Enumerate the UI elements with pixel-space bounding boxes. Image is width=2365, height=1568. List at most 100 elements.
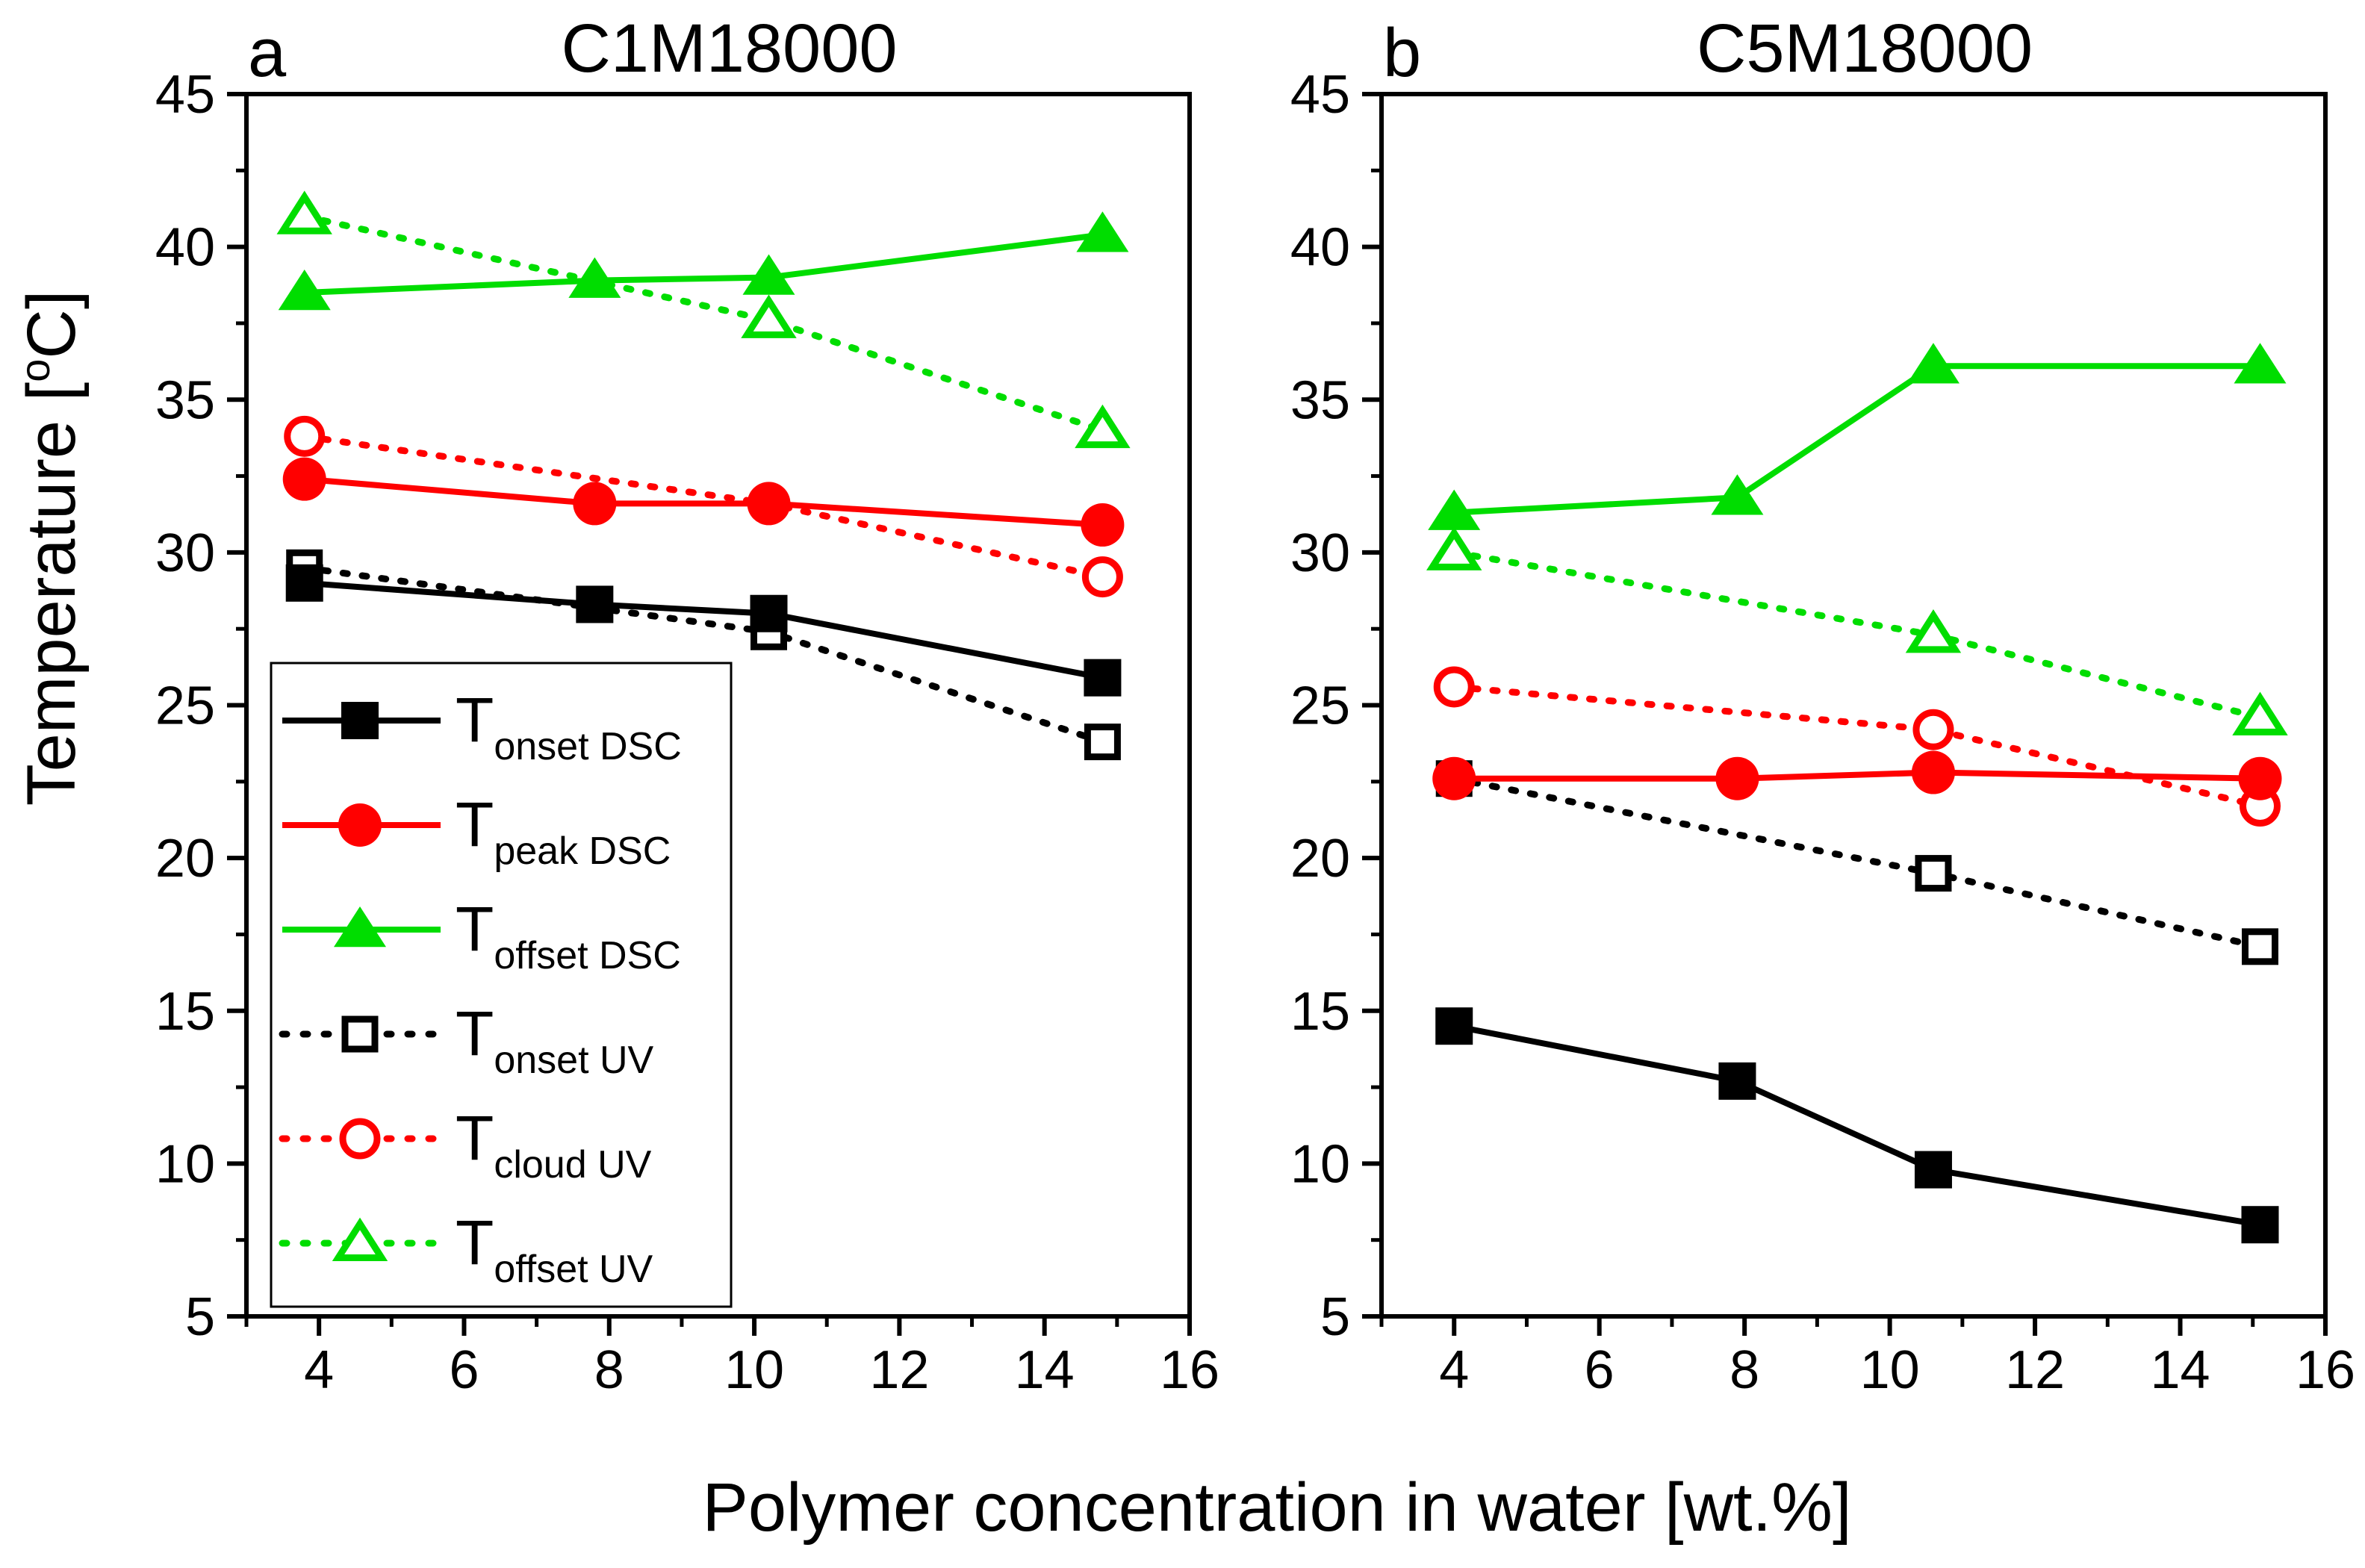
y-axis-label-degree: o [11, 359, 58, 382]
y-tick-label: 5 [1320, 1287, 1350, 1347]
x-tick-label: 14 [1015, 1340, 1075, 1400]
data-point-t-offset-uv [276, 190, 332, 234]
data-point-t-onset-dsc [285, 564, 323, 602]
x-tick-label: 16 [1160, 1340, 1219, 1400]
data-point-t-onset-dsc [576, 585, 614, 623]
data-point-t-cloud-uv [1912, 709, 1954, 750]
legend-label: Tcloud UV [456, 1103, 652, 1186]
legend-label-main: T [456, 894, 494, 964]
y-tick-label: 45 [1290, 65, 1350, 125]
data-point-t-offset-dsc [2234, 343, 2287, 384]
series-line-t-offset-dsc [1454, 363, 2260, 516]
x-tick-label: 12 [869, 1340, 929, 1400]
data-point-t-offset-uv [1075, 404, 1131, 449]
y-tick-label: 10 [155, 1134, 215, 1194]
y-tick-label: 25 [155, 676, 215, 736]
x-tick-label: 10 [724, 1340, 784, 1400]
data-point-t-onset-dsc [1914, 1151, 1952, 1189]
data-point-t-peak-dsc [1911, 750, 1955, 794]
data-point-t-offset-dsc [1428, 489, 1481, 530]
data-point-t-peak-dsc [1081, 503, 1125, 547]
series-line-t-peak-dsc [304, 476, 1103, 529]
legend-marker [339, 1118, 381, 1160]
y-tick-label: 40 [1290, 218, 1350, 278]
legend-marker [341, 1015, 379, 1053]
data-point-t-peak-dsc [282, 457, 326, 501]
y-tick-label: 25 [1290, 676, 1350, 736]
data-point-t-offset-dsc [568, 257, 621, 298]
panel-b: C5M18000 b 5 10 15 20 25 30 35 40 45 4 6 8 10 12 14 16 [1290, 10, 2355, 1400]
panel-letter: b [1383, 15, 1421, 91]
x-tick-label: 8 [594, 1340, 624, 1400]
x-tick-label: 14 [2150, 1340, 2210, 1400]
legend-marker [341, 702, 379, 739]
legend-marker [332, 1217, 388, 1261]
legend-label-sub: cloud UV [494, 1143, 651, 1186]
y-tick-label: 10 [1290, 1134, 1350, 1194]
y-tick-label: 35 [1290, 370, 1350, 430]
data-point-t-offset-uv [741, 294, 797, 338]
legend-label: Toffset DSC [456, 894, 681, 977]
series-line-t-offset-uv [301, 213, 1106, 434]
series-line-t-peak-dsc [1454, 769, 2260, 782]
data-point-t-offset-uv [1426, 526, 1482, 570]
y-tick-label: 40 [155, 218, 215, 278]
x-axis-label: Polymer concentration in water [wt.%] [702, 1469, 1851, 1546]
data-point-t-onset-dsc [1718, 1062, 1756, 1100]
series-line-t-offset-dsc [304, 231, 1103, 296]
series-line-t-cloud-uv [1450, 683, 2263, 810]
legend-box [270, 662, 733, 1308]
y-tick-label: 30 [155, 523, 215, 583]
data-point-t-onset-dsc [1435, 1007, 1473, 1045]
x-tick-label: 16 [2296, 1340, 2355, 1400]
data-point-t-cloud-uv [1433, 666, 1475, 708]
legend-label-sub: offset DSC [494, 934, 680, 977]
x-tick-label: 10 [1860, 1340, 1920, 1400]
data-point-t-peak-dsc [747, 482, 791, 526]
data-point-t-onset-dsc [1084, 659, 1122, 697]
legend-label: Tonset UV [456, 998, 654, 1082]
legend-label-main: T [456, 1207, 494, 1278]
series-line-t-onset-uv [1450, 775, 2263, 951]
panel-a: C1M18000 a 5 10 15 20 25 30 35 40 45 4 6 8 10 12 14 16 Ton… [155, 10, 1219, 1400]
y-tick-label: 15 [1290, 982, 1350, 1042]
legend-label: Tpeak DSC [456, 789, 671, 873]
y-tick-label: 35 [155, 370, 215, 430]
data-point-t-peak-dsc [2238, 756, 2282, 800]
legend-marker [334, 906, 386, 948]
legend-label-main: T [456, 685, 494, 755]
y-tick-label: 45 [155, 65, 215, 125]
data-point-t-cloud-uv [1081, 556, 1123, 598]
legend-label-main: T [456, 1103, 494, 1173]
panel-letter: a [248, 15, 287, 91]
x-tick-label: 8 [1730, 1340, 1759, 1400]
series-line-t-offset-uv [1450, 549, 2263, 721]
y-axis-label-main: Temperature [ [13, 382, 90, 806]
data-point-t-offset-dsc [1906, 343, 1960, 384]
x-tick-label: 4 [304, 1340, 334, 1400]
legend-label: Tonset DSC [456, 685, 682, 768]
data-point-t-offset-dsc [1711, 474, 1764, 515]
legend-label-sub: onset UV [494, 1039, 653, 1082]
legend-label-sub: offset UV [494, 1248, 653, 1291]
x-tick-label: 12 [2005, 1340, 2065, 1400]
series-line-t-onset-dsc [1453, 1023, 2261, 1228]
data-point-t-offset-dsc [742, 254, 795, 295]
data-point-t-cloud-uv [284, 415, 326, 457]
x-tick-label: 6 [449, 1340, 479, 1400]
legend-label-main: T [456, 789, 494, 859]
series-line-t-onset-dsc [304, 579, 1104, 681]
legend-label: Toffset UV [456, 1207, 653, 1291]
data-point-t-offset-dsc [1076, 211, 1129, 252]
data-point-t-peak-dsc [1715, 756, 1759, 800]
panel-title: C1M18000 [561, 10, 897, 87]
data-point-t-peak-dsc [1432, 756, 1476, 800]
x-tick-label: 6 [1585, 1340, 1615, 1400]
y-tick-label: 20 [1290, 829, 1350, 889]
legend-label-main: T [456, 998, 494, 1068]
y-axis-label: Temperature [oC] [11, 290, 90, 806]
data-point-t-onset-dsc [750, 594, 788, 632]
legend-marker [338, 803, 382, 847]
